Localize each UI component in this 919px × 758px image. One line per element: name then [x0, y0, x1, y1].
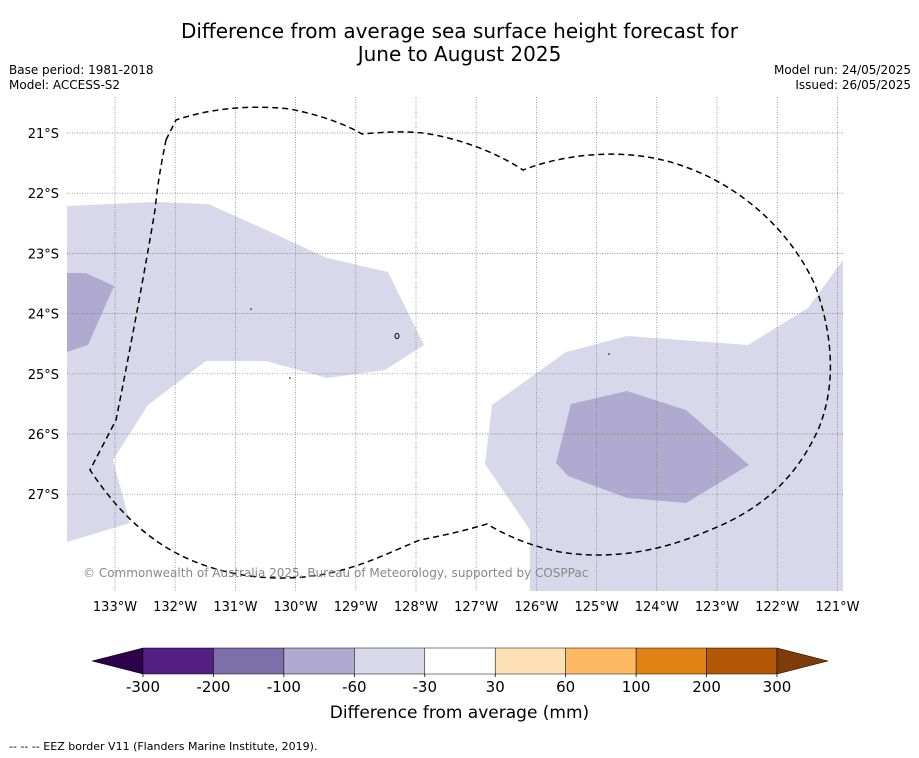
- colorbar-tick-label: 60: [556, 678, 575, 696]
- latitude-label: 24°S: [28, 308, 59, 323]
- latitude-label: 26°S: [28, 428, 59, 443]
- speck: [289, 377, 291, 379]
- colorbar-over-arrow: [776, 647, 829, 675]
- model-name: Model: ACCESS-S2: [9, 78, 121, 92]
- latitude-label: 23°S: [28, 247, 59, 262]
- longitude-label: 131°W: [213, 600, 257, 615]
- colorbar-tick-label: -200: [196, 678, 230, 696]
- colorbar-tick-label: 200: [692, 678, 721, 696]
- meta-right: Model run: 24/05/2025 Issued: 26/05/2025: [774, 63, 911, 93]
- copyright-notice: © Commonwealth of Australia 2025, Bureau…: [83, 566, 588, 580]
- gridlines: [67, 97, 843, 591]
- longitude-labels: 133°W 132°W 131°W 130°W 129°W 128°W 127°W 126°W…: [93, 600, 860, 615]
- speck: [608, 353, 610, 355]
- colorbar-tick-labels: -300 -200 -100 -60 -30 30 60 100 200 300: [126, 674, 791, 696]
- map-area: [67, 97, 843, 591]
- longitude-label: 125°W: [575, 600, 619, 615]
- eez-border: [89, 106, 832, 579]
- colorbar-tick-label: -60: [342, 678, 367, 696]
- colorbar-tick-label: -300: [126, 678, 160, 696]
- colorbar-segment: [283, 647, 355, 675]
- colorbar-tick-label: -30: [413, 678, 438, 696]
- colorbar-segment: [565, 647, 637, 675]
- colorbar-segment: [213, 647, 285, 675]
- chart-title-line-1: Difference from average sea surface heig…: [180, 19, 739, 43]
- colorbar-segment: [494, 647, 566, 675]
- anomaly-region-mid-west: [67, 273, 114, 352]
- latitude-label: 27°S: [28, 488, 59, 503]
- latitude-label: 25°S: [28, 368, 59, 383]
- colorbar-tick-label: 300: [763, 678, 792, 696]
- longitude-label: 129°W: [334, 600, 378, 615]
- longitude-label: 124°W: [635, 600, 679, 615]
- colorbar-segment: [635, 647, 707, 675]
- meta-left: Base period: 1981-2018 Model: ACCESS-S2: [9, 63, 154, 93]
- latitude-label: 22°S: [28, 187, 59, 202]
- latitude-label: 21°S: [28, 127, 59, 142]
- longitude-label: 126°W: [514, 600, 558, 615]
- colorbar-tick-label: 100: [622, 678, 651, 696]
- issued-date: Issued: 26/05/2025: [795, 78, 911, 92]
- colorbar-segment: [142, 647, 214, 675]
- anomaly-region-mid-east: [556, 391, 749, 503]
- longitude-label: 121°W: [815, 600, 859, 615]
- colorbar-tick-label: -100: [267, 678, 301, 696]
- colorbar-segment: [424, 647, 496, 675]
- colorbar-under-arrow: [91, 647, 144, 675]
- chart-title-line-2: June to August 2025: [357, 42, 562, 66]
- model-run: Model run: 24/05/2025: [773, 63, 911, 77]
- longitude-label: 123°W: [695, 600, 739, 615]
- base-period: Base period: 1981-2018: [9, 63, 154, 77]
- speck: [394, 333, 400, 339]
- colorbar: [91, 647, 829, 675]
- colorbar-tick-label: 30: [486, 678, 505, 696]
- colorbar-segment: [354, 647, 426, 675]
- longitude-label: 127°W: [454, 600, 498, 615]
- longitude-label: 130°W: [274, 600, 318, 615]
- longitude-label: 133°W: [93, 600, 137, 615]
- longitude-label: 132°W: [153, 600, 197, 615]
- longitude-label: 128°W: [394, 600, 438, 615]
- eez-legend-footer: -- -- -- EEZ border V11 (Flanders Marine…: [9, 740, 318, 753]
- speck: [250, 308, 252, 310]
- colorbar-segment: [706, 647, 778, 675]
- anomaly-region-light-west: [67, 202, 424, 542]
- colorbar-label: Difference from average (mm): [329, 703, 590, 723]
- longitude-label: 122°W: [755, 600, 799, 615]
- latitude-labels: 21°S 22°S 23°S 24°S 25°S 26°S 27°S: [28, 127, 59, 503]
